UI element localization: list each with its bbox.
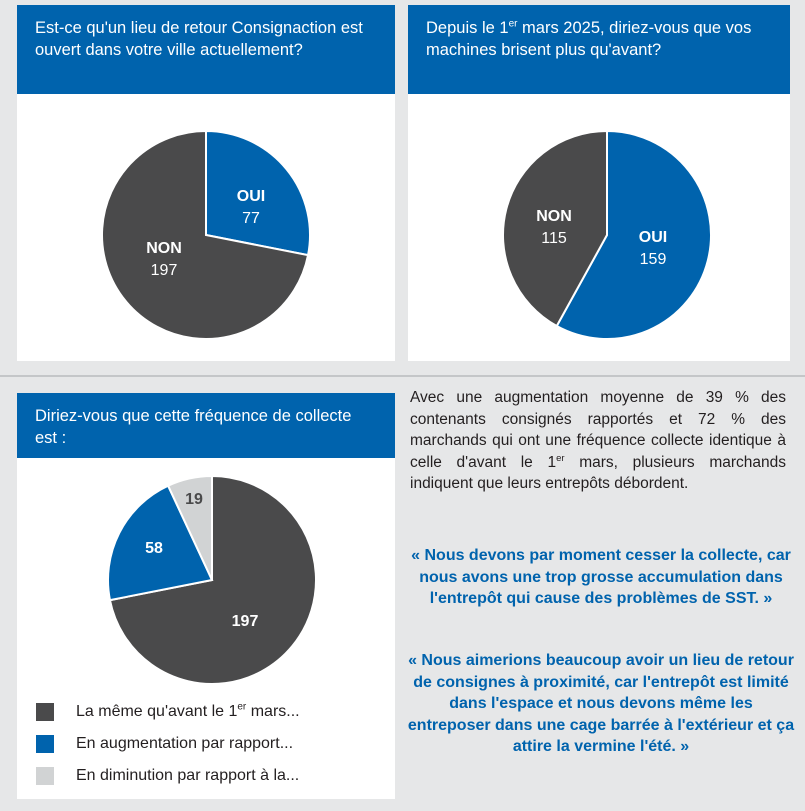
pie-slice-value-58 — [107, 484, 214, 602]
panel-frequence: Diriez-vous que cette fréquence de colle… — [17, 393, 395, 799]
legend-swatch — [36, 767, 54, 785]
pie-chart-lieu-retour: OUI 77 NON 197 — [101, 129, 311, 340]
question-text-part1: Depuis le 1 — [426, 19, 509, 37]
quote-vermine: « Nous aimerions beaucoup avoir un lieu … — [407, 652, 795, 755]
pie-slice-non — [502, 129, 608, 328]
question-text: Diriez-vous que cette fréquence de colle… — [35, 407, 352, 447]
legend-label: En augmentation par rapport... — [76, 735, 294, 752]
question-text-sup: er — [508, 18, 518, 30]
pie-chart-machines: OUI 159 NON 115 — [502, 129, 712, 340]
legend-item-diminution: En diminution par rapport à la... — [36, 760, 300, 792]
pie-chart-frequence: 197 58 19 — [107, 474, 317, 685]
question-header: Depuis le 1er mars 2025, diriez-vous que… — [408, 5, 790, 94]
slice-category-label: NON — [146, 240, 182, 257]
panel-lieu-retour: Est-ce qu'un lieu de retour Consignactio… — [17, 5, 395, 361]
question-text: Est-ce qu'un lieu de retour Consignactio… — [35, 19, 363, 59]
slice-value-label: 19 — [185, 491, 203, 508]
panel-machines: Depuis le 1er mars 2025, diriez-vous que… — [408, 5, 790, 361]
slice-value-label: 197 — [232, 613, 259, 630]
pie-slice-oui — [205, 129, 311, 257]
pie-slice-value-19 — [166, 474, 213, 581]
slice-category-label: OUI — [237, 188, 265, 205]
slice-value-label: 77 — [242, 210, 260, 227]
slice-category-label: NON — [536, 208, 572, 225]
pie-slice-oui — [555, 129, 712, 340]
question-header: Diriez-vous que cette fréquence de colle… — [17, 393, 395, 458]
slice-value-label: 58 — [145, 540, 163, 557]
legend-label: En diminution par rapport à la... — [76, 767, 300, 784]
section-divider — [0, 375, 805, 377]
legend-swatch — [36, 703, 54, 721]
slice-value-label: 115 — [541, 230, 567, 247]
question-text-part2: mars 2025, diriez-vous que vos machines … — [426, 19, 752, 59]
legend-item-augmentation: En augmentation par rapport... — [36, 728, 300, 760]
pie-slice-non — [101, 129, 310, 340]
legend-label: La même qu'avant le 1er mars... — [76, 701, 300, 720]
question-header: Est-ce qu'un lieu de retour Consignactio… — [17, 5, 395, 94]
legend: La même qu'avant le 1er mars... En augme… — [36, 696, 300, 792]
legend-item-meme: La même qu'avant le 1er mars... — [36, 696, 300, 728]
slice-value-label: 159 — [640, 251, 667, 268]
quote-sst: « Nous devons par moment cesser la colle… — [411, 547, 791, 607]
legend-swatch — [36, 735, 54, 753]
slice-value-label: 197 — [151, 262, 178, 279]
summary-paragraph: Avec une augmentation moyenne de 39 % de… — [410, 389, 786, 492]
slice-category-label: OUI — [639, 229, 667, 246]
